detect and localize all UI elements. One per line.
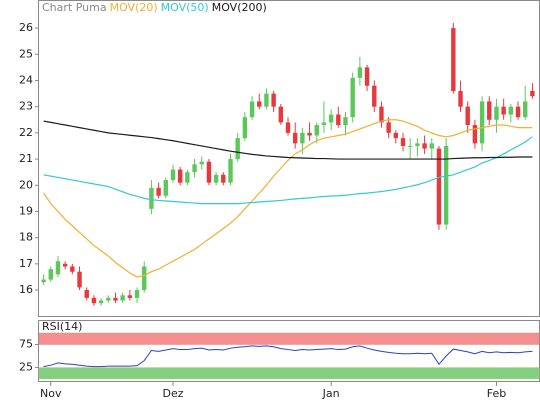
candle-body: [163, 180, 168, 196]
candle-body: [235, 138, 240, 160]
y-tick-label: 19: [19, 204, 33, 217]
candle-body: [364, 67, 370, 86]
y-tick-label: 25: [19, 361, 33, 374]
candle-body: [77, 271, 82, 288]
candle-body: [41, 279, 46, 283]
candle-body: [443, 145, 449, 225]
candle-body: [192, 164, 197, 173]
y-tick-label: 75: [19, 338, 33, 351]
candle-body: [185, 172, 190, 183]
candle-body: [530, 90, 535, 97]
candle-body: [156, 187, 161, 196]
candle-body: [106, 297, 111, 301]
y-tick-label: 21: [19, 152, 33, 165]
candle-body: [343, 117, 348, 126]
candle-body: [408, 145, 413, 147]
y-tick-label: 24: [19, 73, 33, 86]
moving-average-line: [43, 136, 533, 205]
candle-body: [336, 114, 341, 126]
candle-body: [271, 93, 276, 107]
candle-body: [242, 117, 248, 139]
moving-average-line: [43, 120, 533, 160]
x-tick-label: Dez: [162, 387, 183, 400]
candle-body: [177, 169, 183, 183]
candle-body: [436, 148, 442, 225]
candle-body: [523, 101, 528, 118]
candle-body: [70, 266, 75, 272]
y-tick-label: 20: [19, 178, 33, 191]
candle-body: [149, 187, 154, 209]
legend: Chart Puma MOV(20) MOV(50) MOV(200): [42, 1, 267, 14]
candle-body: [465, 106, 470, 126]
candle-body: [300, 132, 305, 144]
y-tick-label: 18: [19, 231, 33, 244]
candle-body: [357, 67, 363, 78]
candle-body: [84, 290, 89, 298]
candle-body: [458, 90, 463, 107]
candle-body: [48, 269, 53, 280]
candle-body: [328, 114, 334, 123]
candle-body: [350, 77, 355, 118]
rsi-title: RSI(14): [42, 320, 82, 333]
candle-body: [278, 106, 284, 123]
candle-body: [91, 297, 97, 304]
rsi-band: [38, 332, 540, 345]
candle-body: [120, 295, 125, 301]
candle-body: [170, 169, 176, 181]
candle-body: [479, 101, 485, 144]
candle-body: [386, 122, 391, 133]
candle-body: [127, 295, 133, 298]
candle-body: [134, 290, 140, 298]
x-tick-label: Nov: [40, 387, 62, 400]
x-tick-label: Feb: [487, 387, 506, 400]
candle-body: [494, 106, 499, 120]
candle-body: [372, 85, 377, 107]
candle-body: [228, 159, 233, 183]
candle-body: [55, 261, 61, 275]
candle-body: [249, 101, 255, 118]
candle-body: [264, 93, 269, 107]
rsi-line: [43, 345, 533, 368]
candle-body: [429, 143, 434, 149]
candle-body: [321, 122, 327, 126]
candle-body: [62, 263, 68, 267]
candle-body: [487, 101, 492, 120]
legend-entry: MOV(20): [110, 1, 158, 14]
candle-body: [400, 138, 406, 146]
legend-entry: MOV(200): [212, 1, 267, 14]
chart-title: Chart Puma: [42, 1, 107, 14]
candle-body: [199, 161, 204, 165]
candle-body: [515, 106, 521, 118]
candle-body: [206, 161, 212, 183]
y-tick-label: 16: [19, 283, 33, 296]
legend-entry: MOV(50): [161, 1, 209, 14]
candle-body: [98, 300, 104, 304]
candle-body: [221, 174, 226, 183]
candle-body: [451, 28, 456, 91]
candle-body: [415, 143, 420, 146]
rsi-band: [38, 367, 540, 380]
candle-body: [213, 174, 219, 183]
candle-body: [422, 143, 427, 149]
candle-body: [501, 106, 506, 115]
candle-body: [379, 106, 384, 123]
candle-body: [285, 122, 291, 133]
candle-body: [393, 132, 399, 139]
y-tick-label: 26: [19, 21, 33, 34]
candle-body: [307, 132, 312, 136]
candle-body: [314, 125, 319, 136]
candle-body: [472, 125, 478, 144]
moving-average-line: [43, 119, 533, 278]
candle-body: [113, 297, 118, 301]
candle-body: [292, 132, 298, 144]
candle-body: [508, 106, 514, 115]
y-tick-label: 25: [19, 47, 33, 60]
y-tick-label: 22: [19, 126, 33, 139]
candle-body: [257, 101, 262, 107]
candle-body: [142, 266, 147, 291]
y-tick-label: 23: [19, 100, 33, 113]
x-tick-label: Jan: [322, 387, 340, 400]
y-tick-label: 17: [19, 257, 33, 270]
